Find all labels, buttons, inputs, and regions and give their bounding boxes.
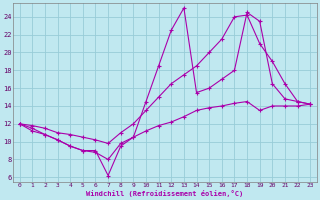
X-axis label: Windchill (Refroidissement éolien,°C): Windchill (Refroidissement éolien,°C) (86, 190, 244, 197)
